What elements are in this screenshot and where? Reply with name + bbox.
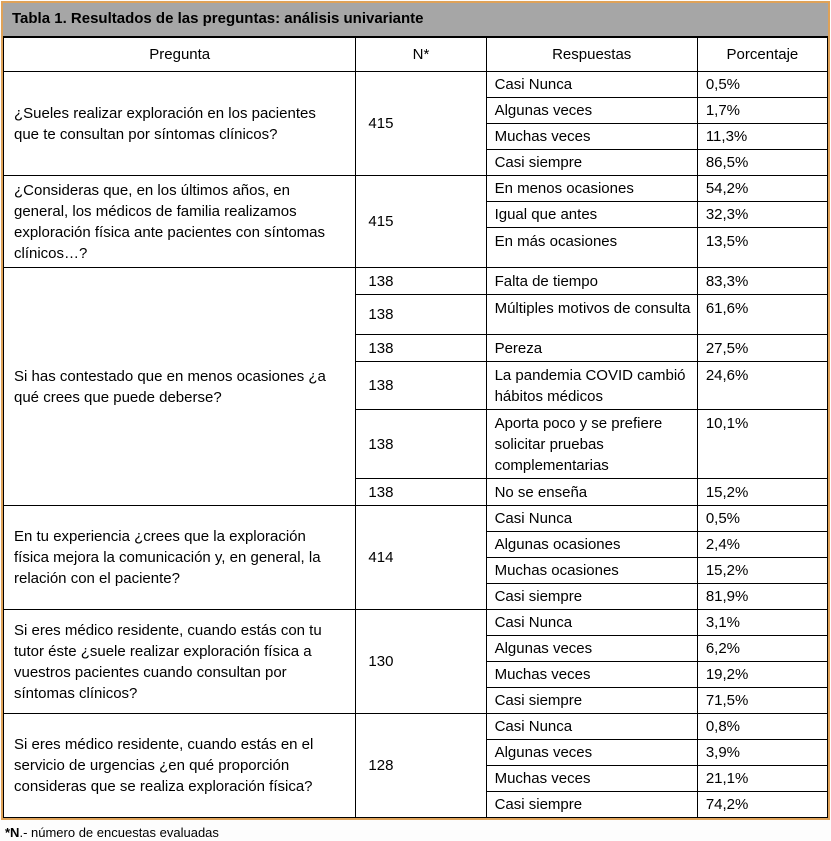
response-cell: Muchas veces	[485, 661, 698, 688]
table-row: En tu experiencia ¿crees que la explorac…	[2, 505, 829, 610]
percent-cell: 13,5%	[696, 227, 829, 268]
question-cell: ¿Consideras que, en los últimos años, en…	[2, 175, 357, 268]
response-cell: Pereza	[485, 334, 698, 362]
table-row: 138 La pandemia COVID cambió hábitos méd…	[4, 361, 829, 410]
table-row: En más ocasiones 13,5%	[4, 227, 829, 268]
table-row: Muchas veces 11,3%	[4, 123, 829, 150]
table-row: Si eres médico residente, cuando estás e…	[2, 713, 829, 818]
table-row: ¿Sueles realizar exploración en los paci…	[2, 71, 829, 176]
percent-cell: 74,2%	[696, 791, 829, 818]
response-cell: Casi siempre	[485, 149, 698, 176]
response-cell: Casi siempre	[485, 687, 698, 714]
percent-cell: 6,2%	[696, 635, 829, 662]
percent-cell: 10,1%	[696, 409, 829, 479]
results-table: Pregunta N* Respuestas Porcentaje ¿Suele…	[2, 37, 829, 818]
response-cell: La pandemia COVID cambió hábitos médicos	[485, 361, 698, 410]
header-pregunta: Pregunta	[2, 37, 357, 72]
percent-cell: 86,5%	[696, 149, 829, 176]
percent-cell: 3,1%	[696, 609, 829, 636]
table-footnote: *N.- número de encuestas evaluadas	[1, 820, 830, 841]
response-cell: Algunas veces	[485, 635, 698, 662]
response-cell: Algunas ocasiones	[485, 531, 698, 558]
n-count-cell: 138	[355, 334, 487, 362]
footnote-text: .- número de encuestas evaluadas	[19, 825, 219, 840]
percent-cell: 81,9%	[696, 583, 829, 610]
percent-cell: 0,5%	[696, 505, 829, 532]
response-cell: Muchas veces	[485, 765, 698, 792]
response-cell: En menos ocasiones	[485, 175, 698, 202]
response-cell: Igual que antes	[485, 201, 698, 228]
percent-cell: 0,8%	[696, 713, 829, 740]
percent-cell: 61,6%	[696, 294, 829, 335]
n-count-cell: 138	[355, 409, 487, 479]
response-cell: Casi Nunca	[485, 713, 698, 740]
response-cell: Aporta poco y se prefiere solicitar prue…	[485, 409, 698, 479]
footnote-marker: *N	[5, 825, 20, 840]
percent-cell: 21,1%	[696, 765, 829, 792]
percent-cell: 83,3%	[696, 267, 829, 295]
n-count-cell: 128	[355, 713, 487, 818]
response-cell: Casi Nunca	[485, 609, 698, 636]
table-row: Si has contestado que en menos ocasiones…	[2, 267, 829, 506]
response-cell: Falta de tiempo	[485, 267, 698, 295]
percent-cell: 11,3%	[696, 123, 829, 150]
percent-cell: 3,9%	[696, 739, 829, 766]
response-cell: Múltiples motivos de consulta	[485, 294, 698, 335]
percent-cell: 27,5%	[696, 334, 829, 362]
table-row: Algunas veces 6,2%	[4, 635, 829, 662]
header-n: N*	[355, 37, 487, 72]
table-row: 138 Aporta poco y se prefiere solicitar …	[4, 409, 829, 479]
response-cell: Casi siempre	[485, 583, 698, 610]
table-row: 138 Pereza 27,5%	[4, 334, 829, 362]
table-row: Casi siempre 86,5%	[4, 149, 829, 176]
percent-cell: 15,2%	[696, 478, 829, 506]
response-cell: Algunas veces	[485, 739, 698, 766]
question-cell: Si eres médico residente, cuando estás c…	[2, 609, 357, 714]
n-count-cell: 138	[355, 478, 487, 506]
n-count-cell: 138	[355, 294, 487, 335]
table-frame: Tabla 1. Resultados de las preguntas: an…	[1, 1, 830, 820]
table-row: ¿Consideras que, en los últimos años, en…	[2, 175, 829, 268]
table-row: Muchas veces 19,2%	[4, 661, 829, 688]
response-cell: Casi siempre	[485, 791, 698, 818]
table-row: Muchas ocasiones 15,2%	[4, 557, 829, 584]
percent-cell: 71,5%	[696, 687, 829, 714]
percent-cell: 32,3%	[696, 201, 829, 228]
table-row: 138 Múltiples motivos de consulta 61,6%	[4, 294, 829, 335]
percent-cell: 54,2%	[696, 175, 829, 202]
n-count-cell: 415	[355, 175, 487, 268]
percent-cell: 24,6%	[696, 361, 829, 410]
table-row: Algunas ocasiones 2,4%	[4, 531, 829, 558]
percent-cell: 19,2%	[696, 661, 829, 688]
response-cell: Algunas veces	[485, 97, 698, 124]
table-row: Algunas veces 1,7%	[4, 97, 829, 124]
header-respuestas: Respuestas	[485, 37, 698, 72]
question-cell: En tu experiencia ¿crees que la explorac…	[2, 505, 357, 610]
question-cell: Si eres médico residente, cuando estás e…	[2, 713, 357, 818]
percent-cell: 2,4%	[696, 531, 829, 558]
n-count-cell: 415	[355, 71, 487, 176]
header-row: Pregunta N* Respuestas Porcentaje	[2, 37, 829, 72]
header-porcentaje: Porcentaje	[696, 37, 829, 72]
percent-cell: 1,7%	[696, 97, 829, 124]
response-cell: Muchas ocasiones	[485, 557, 698, 584]
table-row: Igual que antes 32,3%	[4, 201, 829, 228]
n-count-cell: 138	[355, 267, 487, 295]
table-row: Casi siempre 71,5%	[4, 687, 829, 714]
percent-cell: 0,5%	[696, 71, 829, 98]
n-count-cell: 130	[355, 609, 487, 714]
table-row: Si eres médico residente, cuando estás c…	[2, 609, 829, 714]
n-count-cell: 138	[355, 361, 487, 410]
response-cell: Casi Nunca	[485, 505, 698, 532]
n-count-cell: 414	[355, 505, 487, 610]
table-title: Tabla 1. Resultados de las preguntas: an…	[3, 3, 828, 37]
response-cell: Muchas veces	[485, 123, 698, 150]
response-cell: No se enseña	[485, 478, 698, 506]
response-cell: En más ocasiones	[485, 227, 698, 268]
response-cell: Casi Nunca	[485, 71, 698, 98]
question-cell: Si has contestado que en menos ocasiones…	[2, 267, 357, 506]
percent-cell: 15,2%	[696, 557, 829, 584]
question-cell: ¿Sueles realizar exploración en los paci…	[2, 71, 357, 176]
